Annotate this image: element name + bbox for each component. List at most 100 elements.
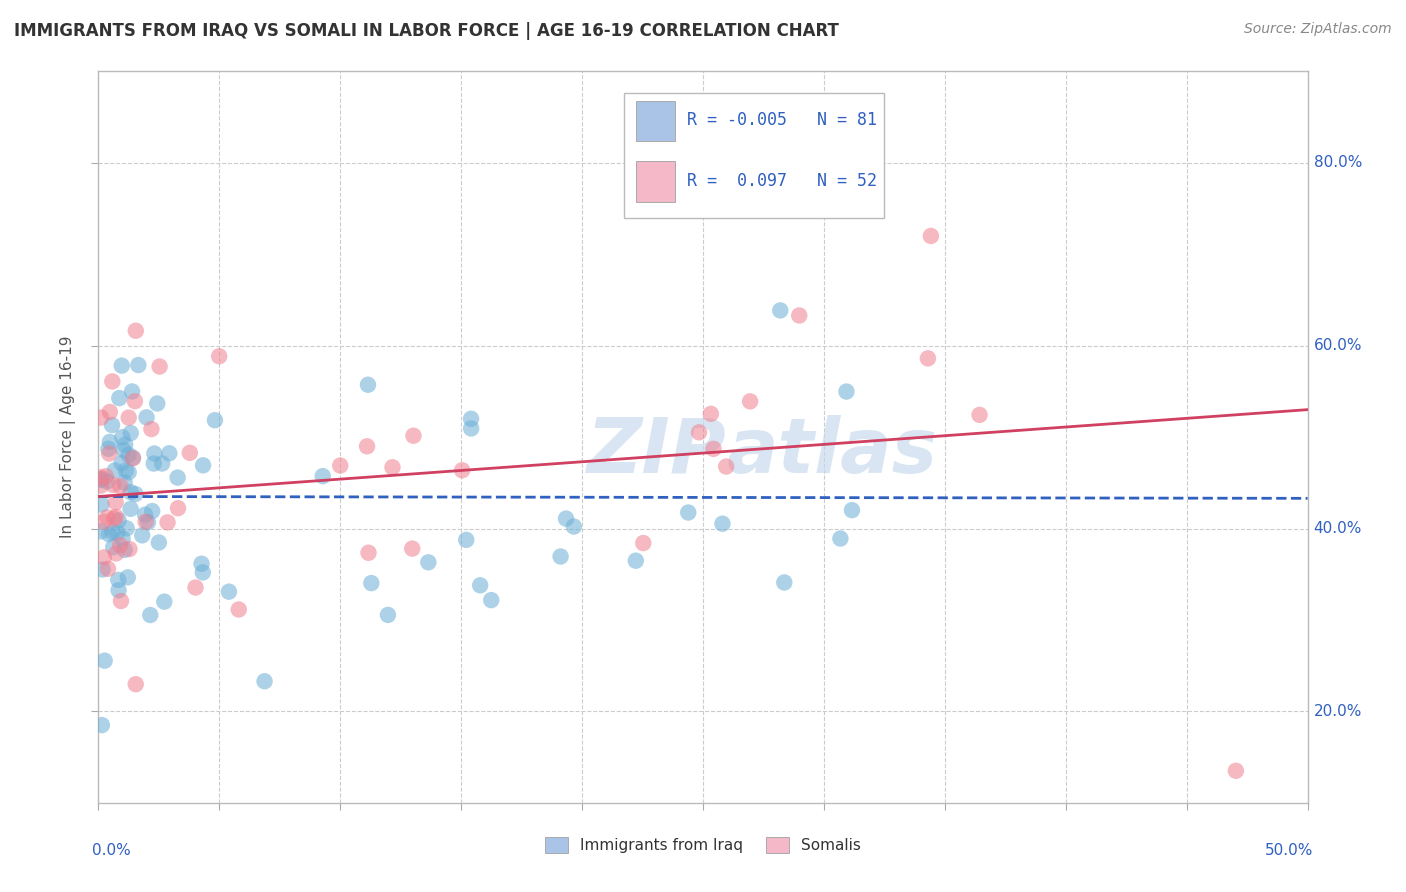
Point [90,473,112,487]
Point [329,458,352,473]
Point [101,418,124,433]
Point [104,510,127,524]
Point [139,607,162,622]
Point [107,573,129,587]
FancyBboxPatch shape [637,101,675,141]
Point [97,442,120,456]
Point [835,384,858,399]
Point [108,538,131,552]
Point [401,541,423,556]
Point [124,487,146,501]
Point [191,566,214,580]
Point [117,448,139,462]
Point [93,550,115,565]
Text: Source: ZipAtlas.com: Source: ZipAtlas.com [1244,22,1392,37]
Point [917,351,939,366]
Point [356,439,378,453]
Point [125,677,148,691]
Point [125,324,148,338]
Point [135,410,157,425]
Point [114,475,136,490]
Point [312,469,335,483]
Point [377,607,399,622]
Point [91,562,114,576]
Y-axis label: In Labor Force | Age 16-19: In Labor Force | Age 16-19 [59,335,76,539]
Point [711,516,734,531]
Point [456,533,478,547]
Point [115,521,138,535]
FancyBboxPatch shape [637,161,675,202]
Point [105,525,128,540]
Point [97,562,120,576]
Point [143,446,166,460]
Point [90,478,112,492]
Point [357,377,380,392]
Point [740,394,762,409]
Point [131,528,153,542]
Point [112,443,135,458]
Point [107,513,129,527]
Legend: Immigrants from Iraq, Somalis: Immigrants from Iraq, Somalis [537,830,869,861]
Point [702,442,724,456]
Point [208,349,231,363]
Point [156,516,179,530]
Point [90,410,112,425]
Point [688,425,710,440]
Point [253,674,276,689]
Point [104,463,127,477]
Point [115,464,138,478]
Point [418,555,440,569]
Text: 50.0%: 50.0% [1265,843,1313,858]
Point [122,451,145,466]
Point [108,391,131,405]
Point [93,654,115,668]
Point [1225,764,1247,778]
Point [122,450,145,465]
Point [773,575,796,590]
Point [135,515,157,529]
Point [90,498,112,512]
Text: R = -0.005   N = 81: R = -0.005 N = 81 [688,112,877,129]
Point [103,540,125,554]
Point [969,408,991,422]
Point [124,394,146,409]
Point [93,515,115,529]
Point [479,593,502,607]
Point [562,519,585,533]
Point [96,475,118,489]
Point [381,460,404,475]
Point [118,410,141,425]
Point [153,594,176,608]
Point [96,510,118,524]
Point [101,524,124,539]
Point [402,428,425,442]
Point [142,457,165,471]
Point [104,495,127,509]
Point [90,470,112,484]
Text: ZIP: ZIP [588,415,727,489]
Point [121,384,143,399]
Point [624,554,647,568]
Point [118,465,141,479]
Point [98,446,121,460]
Point [90,718,112,732]
Point [166,470,188,484]
Point [148,535,170,549]
Point [110,594,132,608]
Point [141,422,163,436]
FancyBboxPatch shape [624,94,884,218]
Point [190,557,212,571]
Point [118,542,141,557]
Text: IMMIGRANTS FROM IRAQ VS SOMALI IN LABOR FORCE | AGE 16-19 CORRELATION CHART: IMMIGRANTS FROM IRAQ VS SOMALI IN LABOR … [14,22,839,40]
Point [110,479,132,493]
Point [107,583,129,598]
Point [98,405,121,419]
Text: atlas: atlas [727,415,938,489]
Point [90,472,112,486]
Point [146,396,169,410]
Point [167,501,190,516]
Point [357,546,380,560]
Point [97,527,120,541]
Point [105,546,128,560]
Text: 80.0%: 80.0% [1313,155,1362,170]
